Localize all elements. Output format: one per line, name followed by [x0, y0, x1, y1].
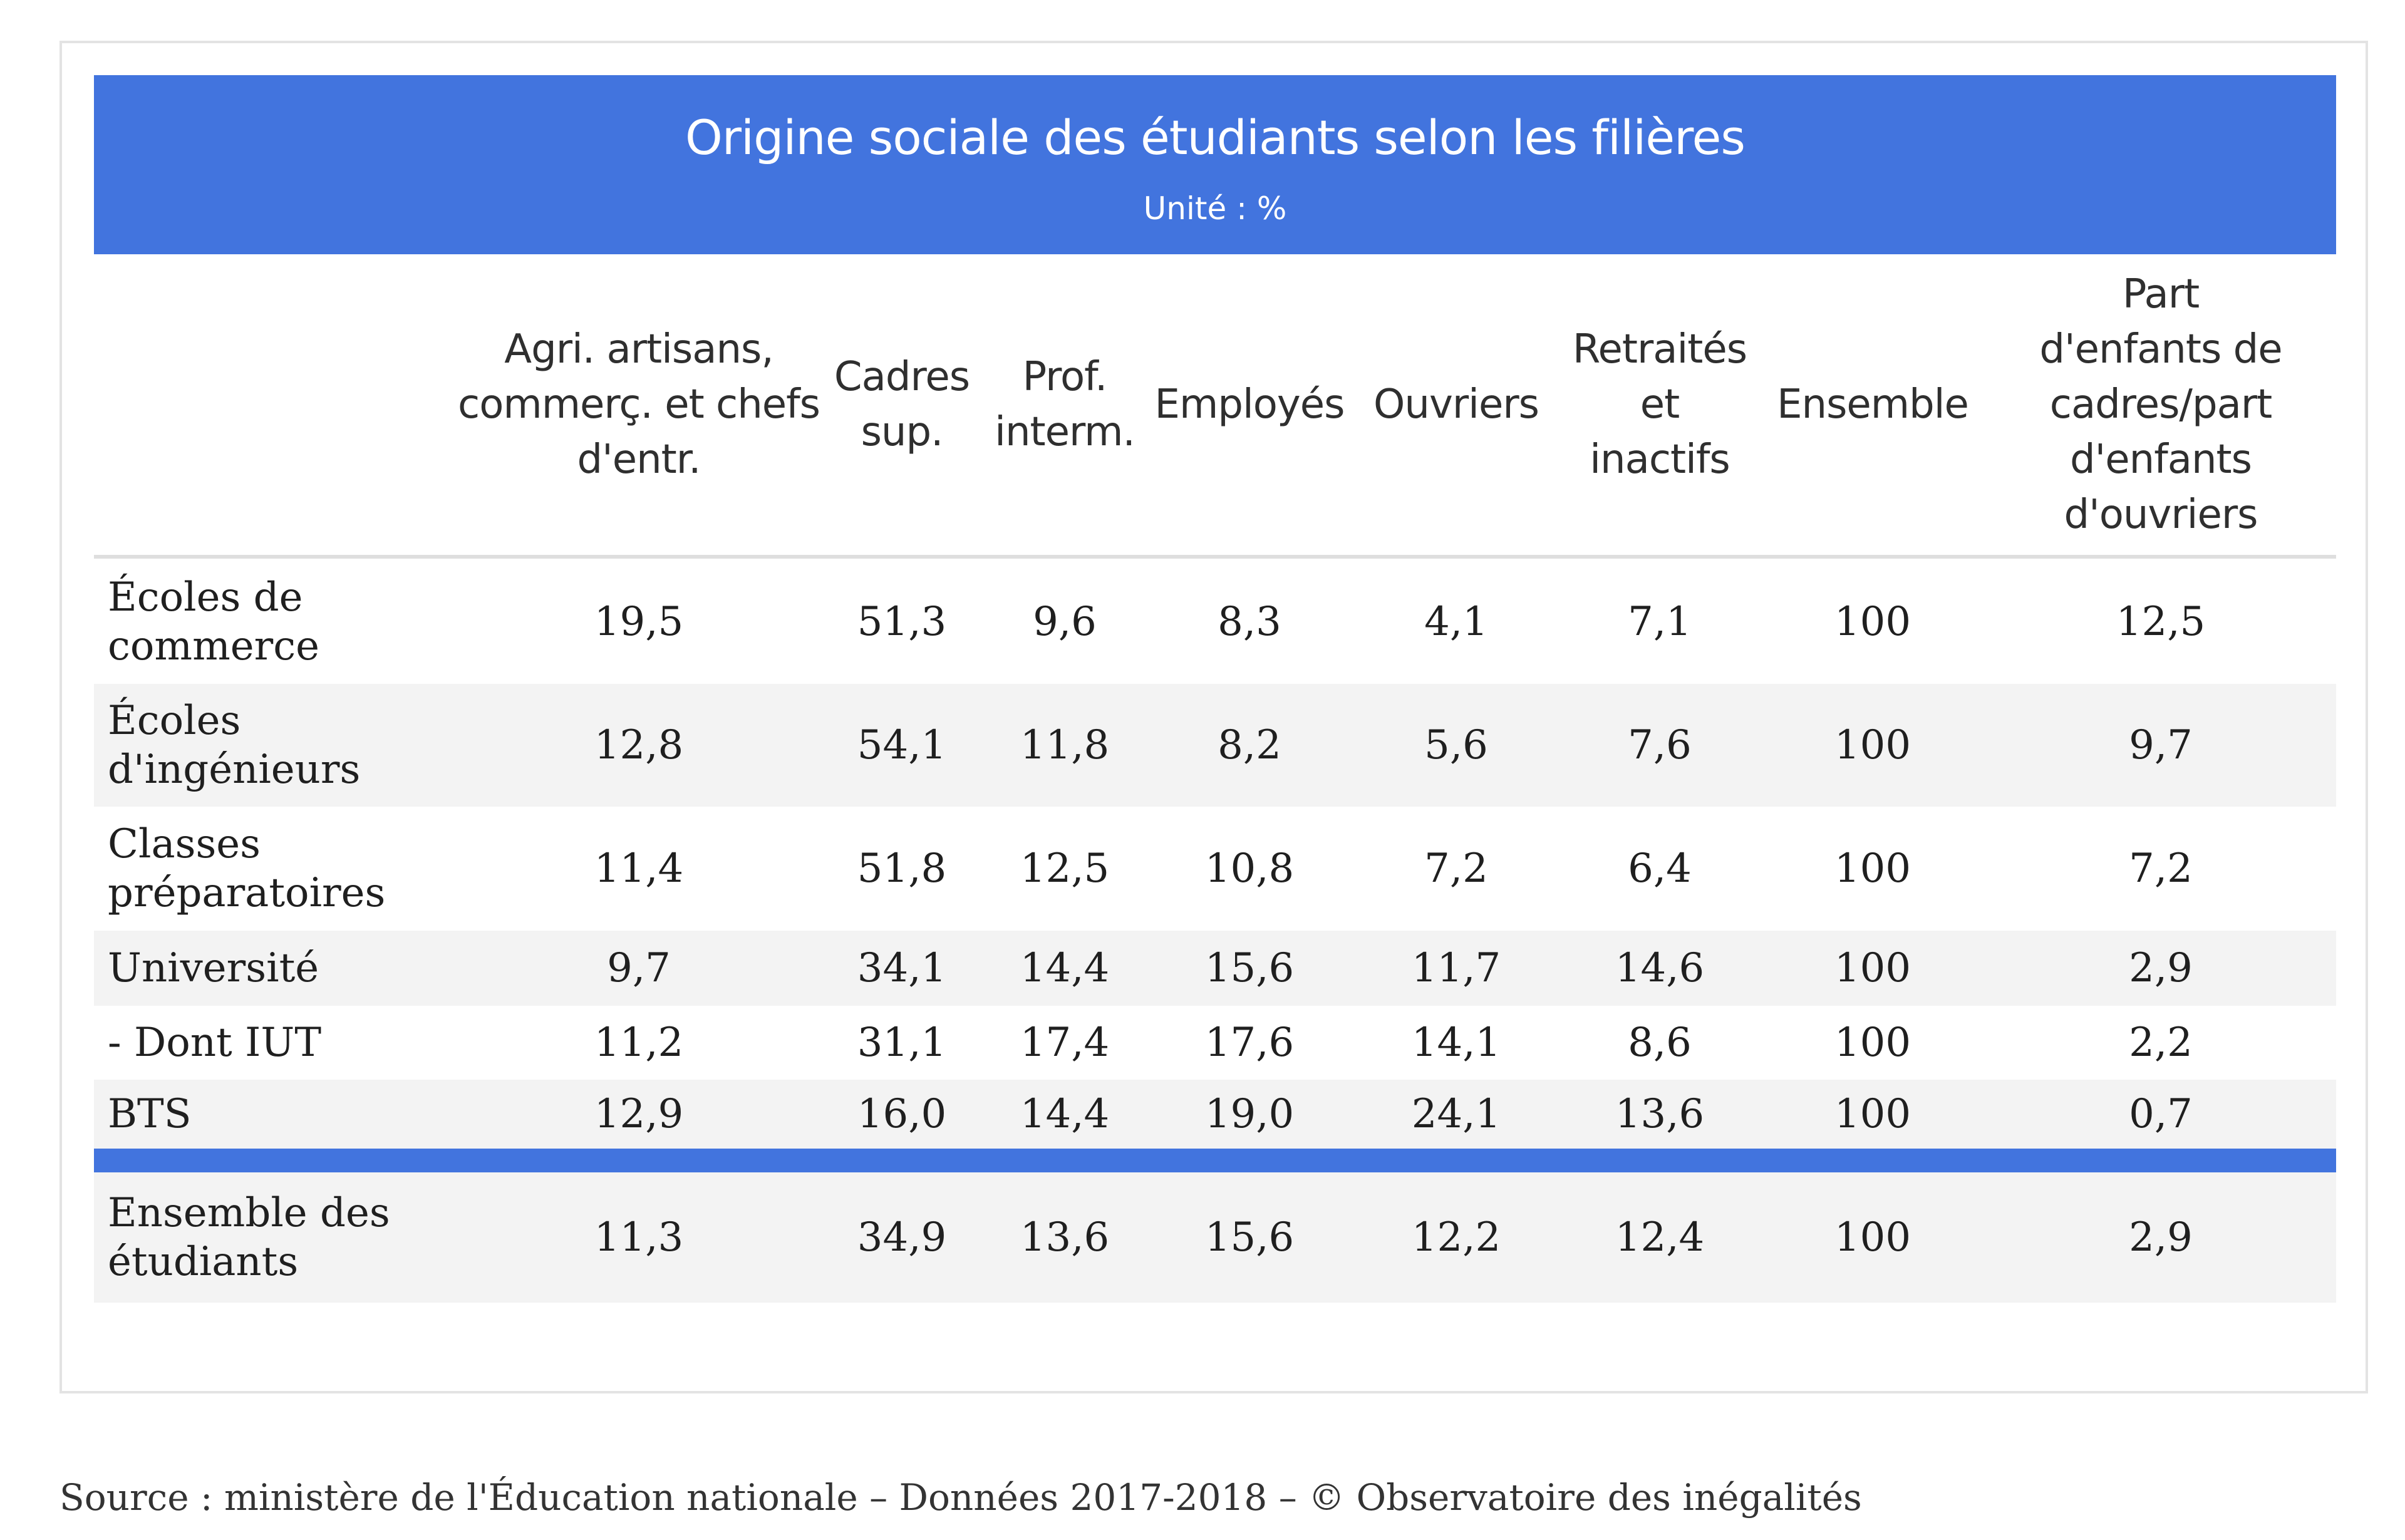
table-cell: 16,0	[857, 1091, 947, 1137]
table-row: BTS 12,9 16,0 14,4 19,0 24,1 13,6 100 0,7	[94, 1080, 2336, 1149]
table-cell: 31,1	[857, 1020, 947, 1066]
row-label: BTS	[108, 1091, 192, 1137]
table-cell: 2,9	[2129, 1214, 2193, 1261]
table-cell: 15,6	[1204, 945, 1295, 991]
table-cell: 14,6	[1615, 945, 1705, 991]
row-label: - Dont IUT	[108, 1020, 321, 1066]
table-row: Écoles de commerce 19,5 51,3 9,6 8,3 4,1 7,1 10…	[94, 560, 2336, 684]
table-cell: 12,2	[1411, 1214, 1501, 1261]
column-header-2: Cadres sup.	[834, 354, 970, 455]
table-cell: 11,7	[1411, 945, 1501, 991]
table-cell: 8,6	[1628, 1020, 1692, 1066]
table-cell: 100	[1834, 599, 1911, 645]
table-cell: 9,7	[607, 945, 671, 991]
table-cell: 4,1	[1424, 599, 1488, 645]
total-divider-bar	[94, 1149, 2336, 1172]
table-title: Origine sociale des étudiants selon les …	[685, 110, 1746, 165]
column-header-5: Ouvriers	[1373, 381, 1539, 428]
table-cell: 12,8	[594, 722, 684, 768]
table-cell: 14,4	[1020, 945, 1110, 991]
table-cell: 13,6	[1020, 1214, 1110, 1261]
table-cell: 8,2	[1218, 722, 1281, 768]
table-cell: 14,1	[1411, 1020, 1501, 1066]
table-cell: 100	[1834, 1091, 1911, 1137]
table-cell: 100	[1834, 1020, 1911, 1066]
column-header-1: Agri. artisans, commerç. et chefs d'entr…	[458, 326, 820, 483]
column-header-7: Ensemble	[1777, 381, 1969, 428]
table-cell: 7,1	[1628, 599, 1692, 645]
table-cell: 100	[1834, 1214, 1911, 1261]
table-cell: 10,8	[1204, 845, 1295, 892]
header-divider	[94, 555, 2336, 559]
table-cell: 17,4	[1020, 1020, 1110, 1066]
table-cell: 100	[1834, 845, 1911, 892]
table-cell: 54,1	[857, 722, 947, 768]
table-cell: 12,9	[594, 1091, 684, 1137]
table-cell: 34,1	[857, 945, 947, 991]
table-row: Écoles d'ingénieurs 12,8 54,1 11,8 8,2 5,6 7,6…	[94, 684, 2336, 807]
table-cell: 12,5	[2116, 599, 2206, 645]
table-cell: 100	[1834, 945, 1911, 991]
row-label: Écoles de commerce	[108, 574, 319, 669]
table-cell: 51,8	[857, 845, 947, 892]
column-header-8: Part d'enfants de cadres/part d'enfants …	[2039, 271, 2282, 538]
table-cell: 7,2	[2129, 845, 2193, 892]
source-note: Source : ministère de l'Éducation nation…	[59, 1476, 1862, 1519]
table-cell: 9,7	[2129, 722, 2193, 768]
table-total-row: Ensemble des étudiants 11,3 34,9 13,6 15,6 12…	[94, 1172, 2336, 1303]
table-cell: 12,5	[1020, 845, 1110, 892]
table-cell: 8,3	[1218, 599, 1281, 645]
table-unit: Unité : %	[1143, 190, 1287, 227]
table-cell: 7,6	[1628, 722, 1692, 768]
table-row: Classes préparatoires 11,4 51,8 12,5 10,8 7,2…	[94, 807, 2336, 931]
column-header-3: Prof. interm.	[995, 354, 1135, 455]
table-row: Université 9,7 34,1 14,4 15,6 11,7 14,6 100 2,9	[94, 931, 2336, 1006]
table-cell: 19,0	[1204, 1091, 1295, 1137]
row-label: Ensemble des étudiants	[108, 1190, 390, 1285]
table-cell: 15,6	[1204, 1214, 1295, 1261]
row-label: Écoles d'ingénieurs	[108, 698, 361, 793]
row-label: Université	[108, 945, 319, 991]
table-cell: 11,3	[594, 1214, 684, 1261]
column-header-0	[94, 254, 457, 555]
table-cell: 100	[1834, 722, 1911, 768]
table-row: - Dont IUT 11,2 31,1 17,4 17,6 14,1 8,6 100 2,2	[94, 1006, 2336, 1080]
table-cell: 11,4	[594, 845, 684, 892]
table-cell: 9,6	[1033, 599, 1097, 645]
column-header-4: Employés	[1154, 381, 1345, 428]
column-header-6: Retraités et inactifs	[1572, 326, 1747, 483]
table-cell: 24,1	[1411, 1091, 1501, 1137]
table-cell: 51,3	[857, 599, 947, 645]
table-cell: 2,9	[2129, 945, 2193, 991]
table-cell: 14,4	[1020, 1091, 1110, 1137]
table-cell: 34,9	[857, 1214, 947, 1261]
table-header-row: Agri. artisans, commerç. et chefs d'entr…	[94, 254, 2336, 555]
table-cell: 6,4	[1628, 845, 1692, 892]
table-cell: 17,6	[1204, 1020, 1295, 1066]
row-label: Classes préparatoires	[108, 821, 386, 916]
table-banner: Origine sociale des étudiants selon les …	[94, 75, 2336, 254]
table-cell: 0,7	[2129, 1091, 2193, 1137]
table-cell: 13,6	[1615, 1091, 1705, 1137]
table-cell: 11,8	[1020, 722, 1110, 768]
table-cell: 11,2	[594, 1020, 684, 1066]
table-cell: 2,2	[2129, 1020, 2193, 1066]
table-cell: 12,4	[1615, 1214, 1705, 1261]
table-cell: 7,2	[1424, 845, 1488, 892]
table-cell: 19,5	[594, 599, 684, 645]
table-cell: 5,6	[1424, 722, 1488, 768]
